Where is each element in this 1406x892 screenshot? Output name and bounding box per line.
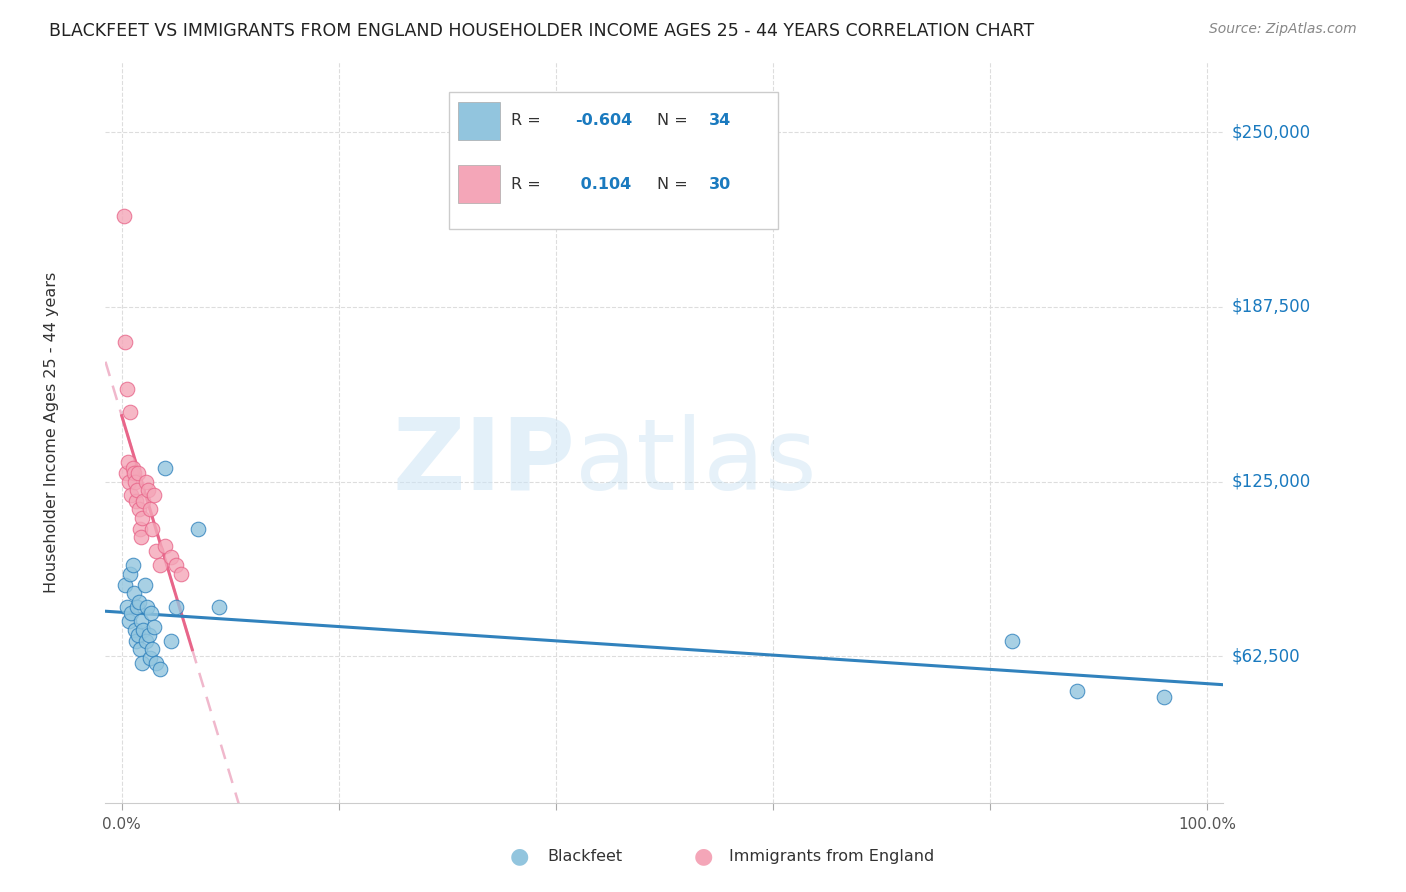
Text: Blackfeet: Blackfeet — [547, 848, 621, 863]
Point — [149, 662, 172, 676]
Point — [135, 633, 157, 648]
Text: N =: N = — [657, 113, 688, 128]
Point — [129, 614, 152, 628]
Point — [134, 578, 156, 592]
Point — [129, 642, 152, 657]
Point — [165, 558, 187, 573]
Text: $250,000: $250,000 — [1232, 123, 1310, 141]
Point — [139, 606, 162, 620]
Point — [208, 600, 231, 615]
Point — [117, 455, 139, 469]
Point — [121, 606, 143, 620]
Point — [115, 382, 138, 396]
FancyBboxPatch shape — [449, 92, 779, 229]
Point — [131, 656, 153, 670]
Point — [128, 594, 150, 608]
Point — [120, 566, 142, 581]
Point — [159, 549, 181, 564]
Point — [1066, 684, 1088, 698]
Point — [114, 578, 136, 592]
Text: 30: 30 — [709, 178, 731, 192]
Point — [127, 628, 149, 642]
FancyBboxPatch shape — [457, 102, 501, 140]
Text: ZIP: ZIP — [392, 414, 575, 511]
Point — [141, 642, 163, 657]
Point — [187, 522, 209, 536]
Point — [128, 502, 150, 516]
Text: ●: ● — [693, 847, 713, 866]
Point — [121, 558, 143, 573]
Text: $125,000: $125,000 — [1232, 473, 1312, 491]
Text: $187,500: $187,500 — [1232, 298, 1310, 316]
Point — [124, 475, 146, 489]
Point — [118, 475, 141, 489]
Text: Source: ZipAtlas.com: Source: ZipAtlas.com — [1209, 22, 1357, 37]
Text: atlas: atlas — [575, 414, 817, 511]
Point — [112, 209, 135, 223]
Text: -0.604: -0.604 — [575, 113, 633, 128]
Point — [145, 544, 167, 558]
Point — [127, 466, 149, 480]
Point — [139, 650, 162, 665]
Point — [129, 530, 152, 544]
Point — [121, 460, 143, 475]
Text: ●: ● — [509, 847, 529, 866]
Point — [125, 633, 148, 648]
Point — [153, 539, 176, 553]
Point — [115, 466, 138, 480]
FancyBboxPatch shape — [457, 165, 501, 203]
Point — [125, 483, 148, 497]
Text: R =: R = — [512, 113, 541, 128]
Point — [115, 600, 138, 615]
Text: $62,500: $62,500 — [1232, 647, 1301, 665]
Text: N =: N = — [657, 178, 688, 192]
Point — [125, 600, 148, 615]
Text: BLACKFEET VS IMMIGRANTS FROM ENGLAND HOUSEHOLDER INCOME AGES 25 - 44 YEARS CORRE: BLACKFEET VS IMMIGRANTS FROM ENGLAND HOU… — [49, 22, 1035, 40]
Point — [149, 558, 172, 573]
Point — [129, 522, 152, 536]
Text: R =: R = — [512, 178, 541, 192]
Point — [132, 623, 155, 637]
Point — [122, 586, 145, 600]
Point — [125, 494, 148, 508]
Point — [118, 614, 141, 628]
Point — [1000, 633, 1022, 648]
Point — [159, 633, 181, 648]
Point — [153, 460, 176, 475]
Text: 0.104: 0.104 — [575, 178, 631, 192]
Point — [1153, 690, 1175, 704]
Point — [122, 466, 145, 480]
Text: Immigrants from England: Immigrants from England — [730, 848, 935, 863]
Text: 34: 34 — [709, 113, 731, 128]
Point — [138, 628, 160, 642]
Point — [120, 405, 142, 419]
Point — [141, 522, 163, 536]
Point — [165, 600, 187, 615]
Point — [143, 620, 166, 634]
Point — [124, 623, 146, 637]
Point — [170, 566, 193, 581]
Point — [132, 494, 155, 508]
Point — [135, 475, 157, 489]
Point — [143, 488, 166, 502]
Point — [121, 488, 143, 502]
Text: Householder Income Ages 25 - 44 years: Householder Income Ages 25 - 44 years — [45, 272, 59, 593]
Point — [131, 511, 153, 525]
Point — [145, 656, 167, 670]
Point — [139, 502, 162, 516]
Point — [135, 600, 157, 615]
Point — [114, 334, 136, 349]
Point — [136, 483, 159, 497]
